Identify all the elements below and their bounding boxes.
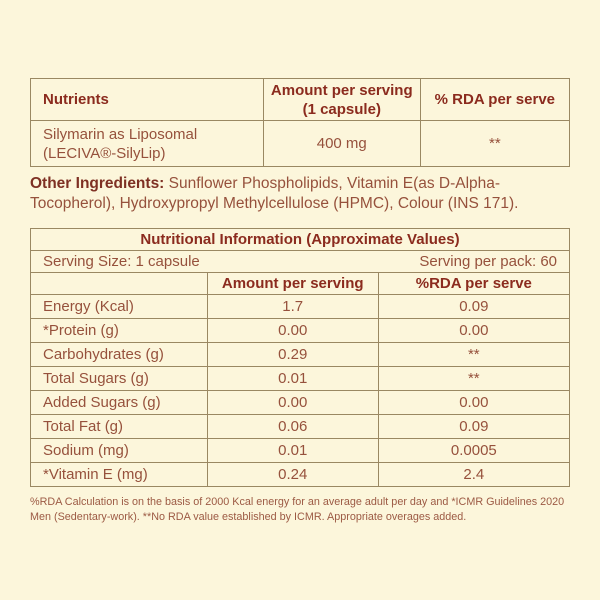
nutritional-information-table: Nutritional Information (Approximate Val… <box>30 228 571 487</box>
serving-size: Serving Size: 1 capsule <box>43 253 200 270</box>
label-content: Nutrients Amount per serving (1 capsule)… <box>30 78 571 524</box>
nutrient-rda-cell: ** <box>419 120 571 167</box>
table-row: Sodium (mg) 0.01 0.0005 <box>30 438 571 463</box>
nutritional-info-title: Nutritional Information (Approximate Val… <box>30 228 570 251</box>
rda-per-serve-header: %RDA per serve <box>377 272 571 295</box>
amount-per-serving-column-header: Amount per serving (1 capsule) <box>262 78 421 121</box>
table-row: Added Sugars (g) 0.00 0.00 <box>30 390 571 415</box>
serving-info-row: Serving Size: 1 capsule Serving per pack… <box>30 250 570 273</box>
other-ingredients-label: Other Ingredients: <box>30 175 165 192</box>
nutritional-table-header-row: Amount per serving %RDA per serve <box>30 272 571 295</box>
table-row: Total Fat (g) 0.06 0.09 <box>30 414 571 439</box>
rda-cell: ** <box>377 366 571 391</box>
nutrient-label-cell: Total Fat (g) <box>30 414 208 439</box>
rda-cell: 0.09 <box>377 414 571 439</box>
other-ingredients-paragraph: Other Ingredients: Sunflower Phospholipi… <box>30 174 570 214</box>
table-row: *Protein (g) 0.00 0.00 <box>30 318 571 343</box>
other-ingredients-text: Sunflower Phospholipids, Vitamin E(as D-… <box>30 175 519 212</box>
nutritional-info-title-row: Nutritional Information (Approximate Val… <box>30 228 570 251</box>
amount-per-serving-header: Amount per serving <box>206 272 379 295</box>
supplement-table-header-row: Nutrients Amount per serving (1 capsule)… <box>30 78 571 121</box>
nutrient-label-cell: Total Sugars (g) <box>30 366 208 391</box>
amount-cell: 1.7 <box>206 294 379 319</box>
nutrient-amount-cell: 400 mg <box>262 120 421 167</box>
table-row: *Vitamin E (mg) 0.24 2.4 <box>30 462 571 487</box>
rda-cell: 0.0005 <box>377 438 571 463</box>
table-row: Carbohydrates (g) 0.29 ** <box>30 342 571 367</box>
amount-cell: 0.29 <box>206 342 379 367</box>
amount-cell: 0.06 <box>206 414 379 439</box>
serving-info-cell: Serving Size: 1 capsule Serving per pack… <box>30 250 570 273</box>
table-row: Silymarin as Liposomal (LECIVA®-SilyLip)… <box>30 120 571 167</box>
rda-cell: ** <box>377 342 571 367</box>
rda-cell: 0.09 <box>377 294 571 319</box>
nutrient-name-cell: Silymarin as Liposomal (LECIVA®-SilyLip) <box>30 120 264 167</box>
nutrient-label-cell: *Vitamin E (mg) <box>30 462 208 487</box>
amount-cell: 0.01 <box>206 366 379 391</box>
table-row: Energy (Kcal) 1.7 0.09 <box>30 294 571 319</box>
nutrient-label-cell: Sodium (mg) <box>30 438 208 463</box>
amount-cell: 0.24 <box>206 462 379 487</box>
table-row: Total Sugars (g) 0.01 ** <box>30 366 571 391</box>
rda-cell: 0.00 <box>377 390 571 415</box>
supplement-facts-table: Nutrients Amount per serving (1 capsule)… <box>30 78 571 167</box>
serving-per-pack: Serving per pack: 60 <box>419 253 557 270</box>
empty-header-cell <box>30 272 208 295</box>
amount-cell: 0.00 <box>206 318 379 343</box>
nutrient-label-cell: Added Sugars (g) <box>30 390 208 415</box>
rda-cell: 0.00 <box>377 318 571 343</box>
amount-cell: 0.01 <box>206 438 379 463</box>
nutrient-label-cell: *Protein (g) <box>30 318 208 343</box>
amount-cell: 0.00 <box>206 390 379 415</box>
nutrients-column-header: Nutrients <box>30 78 264 121</box>
nutrient-label-cell: Energy (Kcal) <box>30 294 208 319</box>
rda-per-serve-column-header: % RDA per serve <box>419 78 571 121</box>
rda-footnote: %RDA Calculation is on the basis of 2000… <box>30 496 565 523</box>
serving-info: Serving Size: 1 capsule Serving per pack… <box>43 253 557 270</box>
rda-cell: 2.4 <box>377 462 571 487</box>
nutrient-label-cell: Carbohydrates (g) <box>30 342 208 367</box>
